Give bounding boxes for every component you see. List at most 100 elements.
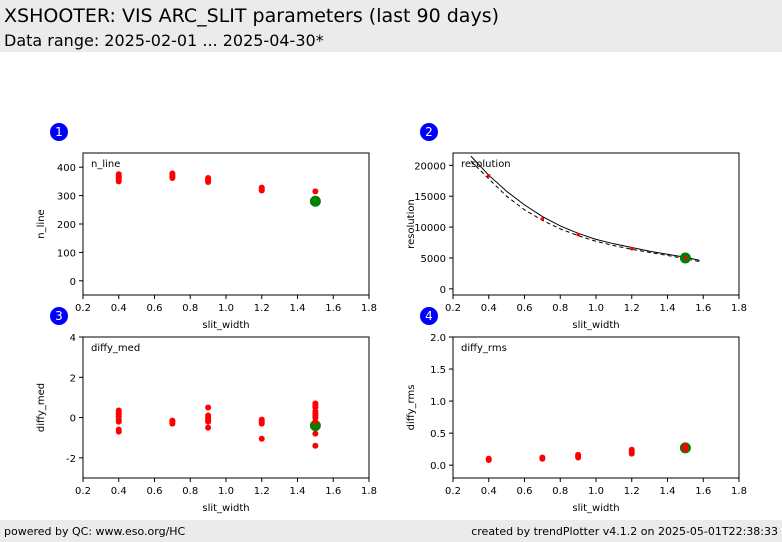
- data-point: [575, 454, 582, 461]
- plot-frame: [82, 336, 370, 479]
- data-point: [258, 435, 265, 442]
- data-point: [576, 232, 580, 237]
- panel-badge-number: 1: [55, 125, 63, 139]
- y-tick-label: 10000: [414, 223, 446, 234]
- x-tick-label: 1.4: [290, 486, 306, 497]
- panel-badge-number: 3: [55, 309, 63, 323]
- x-axis-label: slit_width: [572, 503, 619, 514]
- x-tick-label: 1.0: [588, 303, 604, 314]
- panel-badge-number: 4: [425, 309, 433, 323]
- x-tick-label: 1.4: [660, 303, 676, 314]
- y-tick-label: -2: [66, 454, 76, 465]
- x-tick-label: 0.2: [445, 486, 461, 497]
- y-axis-label: diffy_med: [36, 383, 47, 432]
- y-tick-label: 0: [70, 277, 76, 288]
- page-header: XSHOOTER: VIS ARC_SLIT parameters (last …: [0, 0, 782, 52]
- fit-curve-dashed: [470, 160, 700, 263]
- y-tick-label: 5000: [421, 254, 446, 265]
- x-tick-label: 1.6: [325, 486, 341, 497]
- chart-panel-1: 1 0.2 0.4 0.6 0.8 1.0 1.2 1.4 1.6 1.8 0 100 200 300 40…: [36, 123, 377, 331]
- x-tick-label: 0.2: [445, 303, 461, 314]
- x-tick-label: 0.8: [182, 486, 198, 497]
- plot-frame: [452, 152, 740, 296]
- y-tick-label: 0.5: [430, 429, 446, 440]
- y-axis-label: n_line: [36, 209, 47, 238]
- data-point: [169, 174, 176, 181]
- x-tick-label: 1.6: [695, 303, 711, 314]
- data-point: [115, 428, 122, 435]
- chart-panel-2: 2 0.2 0.4 0.6 0.8 1.0 1.2 1.4 1.6 1.8 0 5000 10000 15…: [406, 123, 747, 331]
- x-tick-label: 1.6: [325, 303, 341, 314]
- y-tick-label: 2.0: [430, 333, 446, 344]
- x-tick-label: 1.2: [624, 303, 640, 314]
- x-tick-label: 1.2: [624, 486, 640, 497]
- data-point: [683, 256, 688, 260]
- data-point: [539, 455, 546, 462]
- y-tick-label: 1.0: [430, 397, 446, 408]
- panel-parameter-label: resolution: [461, 159, 511, 170]
- plot-frame: [452, 336, 740, 479]
- x-tick-label: 0.4: [481, 303, 497, 314]
- panel-badge-circle: [420, 123, 438, 141]
- panel-parameter-label: diffy_rms: [461, 343, 507, 354]
- reference-point: [309, 195, 321, 207]
- data-point: [258, 420, 265, 427]
- panel-badge-circle: [50, 123, 68, 141]
- x-tick-label: 1.8: [361, 303, 377, 314]
- x-tick-label: 1.0: [588, 486, 604, 497]
- panel-badge-circle: [50, 307, 68, 325]
- x-tick-label: 0.6: [517, 303, 533, 314]
- created-by-text: created by trendPlotter v4.1.2 on 2025-0…: [471, 525, 778, 538]
- page-footer: powered by QC: www.eso.org/HC created by…: [0, 520, 782, 542]
- y-tick-label: 100: [57, 248, 76, 259]
- y-tick-label: 300: [57, 192, 76, 203]
- y-tick-label: 4: [70, 333, 76, 344]
- plot-frame: [82, 152, 370, 296]
- x-tick-label: 0.2: [75, 486, 91, 497]
- x-tick-label: 0.8: [552, 303, 568, 314]
- x-tick-label: 0.4: [111, 486, 127, 497]
- data-point: [485, 457, 492, 464]
- data-point: [205, 404, 212, 411]
- y-tick-label: 0: [440, 285, 446, 296]
- data-point: [205, 178, 212, 185]
- y-axis-label: resolution: [406, 199, 417, 249]
- data-point: [540, 217, 545, 221]
- data-point: [682, 446, 689, 453]
- x-tick-label: 0.8: [182, 303, 198, 314]
- x-tick-label: 1.0: [218, 486, 234, 497]
- data-range-subtitle: Data range: 2025-02-01 ... 2025-04-30*: [4, 31, 324, 50]
- data-point: [115, 178, 122, 185]
- y-tick-label: 400: [57, 163, 76, 174]
- x-tick-label: 1.0: [218, 303, 234, 314]
- data-point: [205, 418, 212, 425]
- data-point: [486, 174, 491, 178]
- y-tick-label: 200: [57, 220, 76, 231]
- x-tick-label: 0.6: [147, 303, 163, 314]
- x-tick-label: 0.6: [517, 486, 533, 497]
- x-tick-label: 0.6: [147, 486, 163, 497]
- data-point: [312, 430, 319, 437]
- y-tick-label: 0: [70, 414, 76, 425]
- x-axis-label: slit_width: [572, 320, 619, 331]
- data-point: [169, 420, 176, 427]
- y-tick-label: 20000: [414, 161, 446, 172]
- panel-badge-circle: [420, 307, 438, 325]
- x-tick-label: 0.8: [552, 486, 568, 497]
- data-point: [629, 246, 634, 251]
- x-tick-label: 1.2: [254, 303, 270, 314]
- reference-point: [309, 420, 321, 432]
- page-title: XSHOOTER: VIS ARC_SLIT parameters (last …: [4, 5, 500, 27]
- data-point: [205, 424, 212, 431]
- data-point: [312, 442, 319, 449]
- x-tick-label: 0.4: [111, 303, 127, 314]
- panel-badge-number: 2: [425, 125, 433, 139]
- x-tick-label: 1.2: [254, 486, 270, 497]
- x-tick-label: 0.2: [75, 303, 91, 314]
- chart-panel-3: 3 0.2 0.4 0.6 0.8 1.0 1.2 1.4 1.6 1.8 -2 0 2 4 slit_wi…: [36, 307, 377, 514]
- x-axis-label: slit_width: [202, 503, 249, 514]
- panel-parameter-label: diffy_med: [91, 343, 140, 354]
- y-tick-label: 1.5: [430, 365, 446, 376]
- x-axis-label: slit_width: [202, 320, 249, 331]
